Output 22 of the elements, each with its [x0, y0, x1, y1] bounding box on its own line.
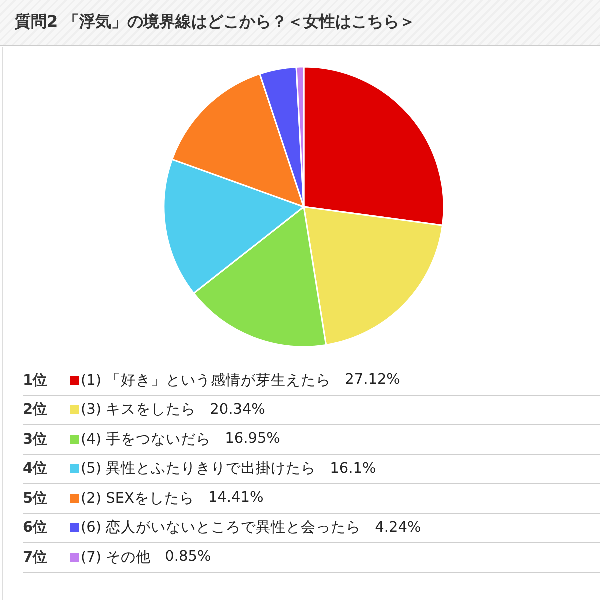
data-label: 0.85%: [165, 549, 212, 566]
legend-label: (7) その他: [81, 548, 152, 567]
text: 3位: [23, 430, 50, 449]
legend-label: (2) SEXをしたら: [81, 490, 194, 508]
data-label: 16.95%: [225, 431, 280, 448]
legend-label: (5) 異性とふたりきりで出掛けたら: [81, 460, 316, 478]
text: 1位: [23, 372, 50, 390]
legend-label: (4) 手をつないだら: [81, 430, 212, 449]
data-label: 16.1%: [330, 460, 376, 477]
text: 7位: [23, 548, 50, 567]
legend-label: (3) キスをしたら: [81, 401, 196, 420]
legend-label: (6) 恋人がいないところで異性と会ったら: [81, 518, 362, 538]
data-label: 20.34%: [210, 402, 266, 418]
text: 4位: [23, 460, 50, 478]
text: 6位: [23, 519, 50, 538]
chart-title: 質問2 「浮気」の境界線はどこから？＜女性はこちら＞: [15, 12, 416, 33]
data-label: 14.41%: [208, 490, 264, 506]
text: 5位: [23, 490, 50, 508]
data-label: 4.24%: [375, 520, 422, 536]
data-label: 27.12%: [345, 372, 400, 388]
text: 2位: [23, 401, 50, 420]
legend-label: (1) 「好き」という感情が芽生えたら: [81, 372, 332, 390]
